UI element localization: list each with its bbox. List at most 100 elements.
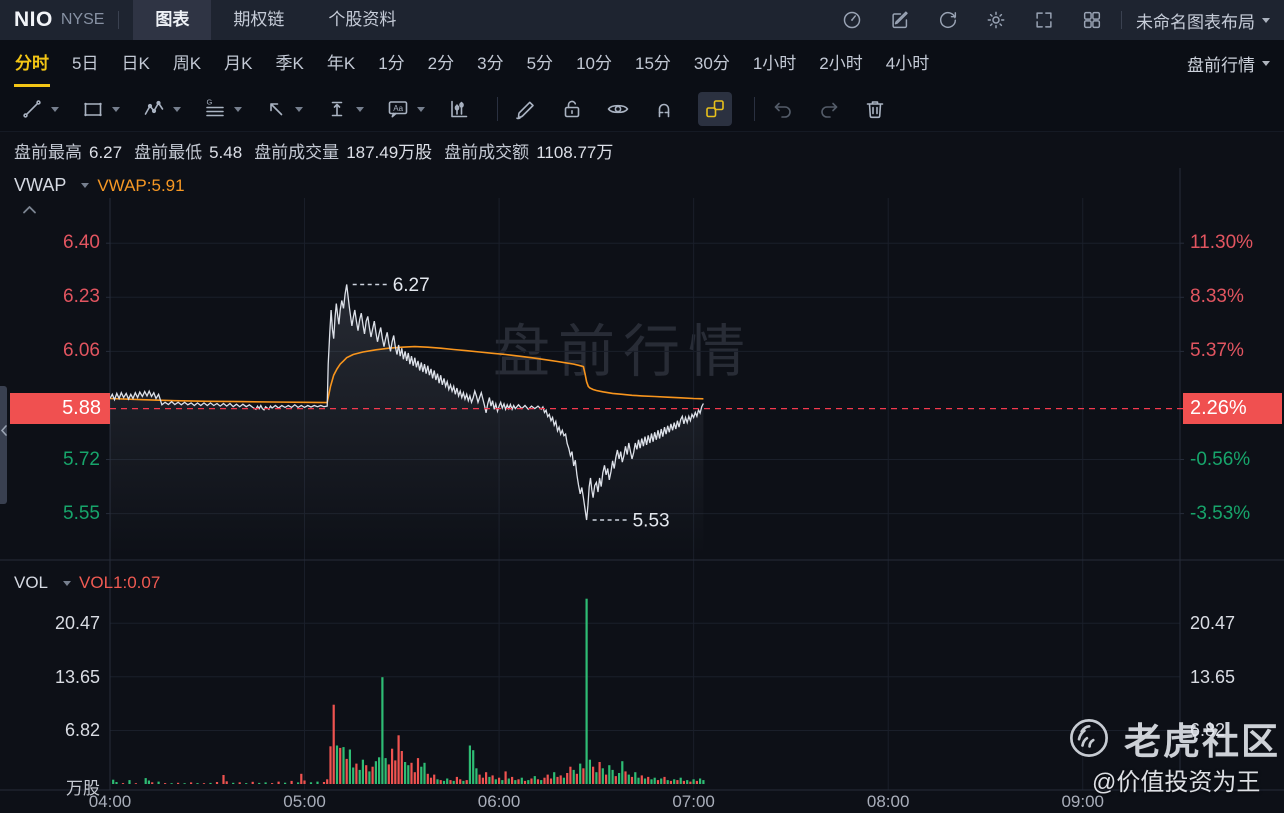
left-drawer-handle[interactable] bbox=[0, 386, 7, 504]
vol-label[interactable]: VOL bbox=[14, 573, 49, 592]
timeframe-item[interactable]: 年K bbox=[326, 54, 356, 73]
fullscreen-icon[interactable] bbox=[1033, 9, 1055, 31]
edit-layout-icon[interactable] bbox=[889, 9, 911, 31]
community-watermark: 老虎社区 bbox=[1066, 711, 1280, 765]
delete-drawings-button[interactable] bbox=[863, 97, 887, 121]
community-name: 老虎社区 bbox=[1124, 721, 1280, 762]
wave-pattern-tool[interactable] bbox=[142, 97, 181, 121]
vwap-label[interactable]: VWAP bbox=[14, 175, 67, 195]
gann-icon: G bbox=[203, 97, 227, 121]
timeframe-item[interactable]: 4小时 bbox=[885, 54, 930, 73]
axis-borders bbox=[0, 168, 1284, 791]
timeframe-item[interactable]: 周K bbox=[172, 54, 202, 73]
tiger-logo-icon bbox=[1066, 715, 1112, 761]
volprofile-icon bbox=[447, 97, 471, 121]
grid-layout-icon[interactable] bbox=[1081, 9, 1103, 31]
timeframe-bar: 分时 5日 日K 周K 月K 季K 年K 1分 2分 3分 5分 10分 15分 30分 1小时 2小时 4小时… bbox=[0, 40, 1284, 88]
timeframe-item[interactable]: 2分 bbox=[427, 54, 455, 73]
trend-line-tool[interactable] bbox=[20, 97, 59, 121]
vwap-indicator-row: VWAP VWAP:5.91 bbox=[14, 175, 185, 196]
timeframe-item[interactable]: 2小时 bbox=[819, 54, 863, 73]
stat-label: 盘前最高 bbox=[14, 142, 82, 162]
timeframe-item[interactable]: 3分 bbox=[477, 54, 504, 73]
rectangle-tool[interactable] bbox=[81, 97, 120, 121]
settings-gear-icon[interactable] bbox=[985, 9, 1007, 31]
chevron-down-icon[interactable] bbox=[173, 106, 181, 112]
arrow-mark-tool[interactable] bbox=[264, 97, 303, 121]
chevron-down-icon[interactable] bbox=[112, 106, 120, 112]
redo-icon bbox=[817, 97, 841, 121]
drawing-toolbar: G Aa bbox=[0, 87, 1284, 132]
timeframe-items: 分时 5日 日K 周K 月K 季K 年K 1分 2分 3分 5分 10分 15分 30分 1小时 2小时 4小时 bbox=[14, 40, 951, 87]
eye-icon bbox=[606, 97, 630, 121]
text-note-tool[interactable]: Aa bbox=[386, 97, 425, 121]
chevron-down-icon[interactable] bbox=[81, 183, 90, 188]
annotation-label: 6.27 bbox=[393, 275, 430, 296]
stat-value: 187.49万股 bbox=[346, 142, 433, 162]
lock-icon bbox=[560, 97, 584, 121]
layout-selector[interactable]: 未命名图表布局 bbox=[1136, 8, 1270, 33]
gann-fib-tool[interactable]: G bbox=[203, 97, 242, 121]
divider bbox=[1121, 11, 1122, 29]
chevron-down-icon[interactable] bbox=[295, 106, 303, 112]
chevron-down-icon[interactable] bbox=[234, 106, 242, 112]
stat-label: 盘前成交量 bbox=[254, 142, 340, 162]
chevron-down-icon[interactable] bbox=[356, 106, 364, 112]
volume-profile-tool[interactable] bbox=[447, 97, 471, 121]
stat-item: 盘前最高 6.27 bbox=[14, 138, 122, 163]
timeframe-item[interactable]: 月K bbox=[224, 54, 253, 73]
link-intervals-tool[interactable] bbox=[698, 92, 732, 126]
chevron-down-icon[interactable] bbox=[51, 106, 59, 112]
pencil-draw-tool[interactable] bbox=[514, 97, 538, 121]
chevron-left-icon[interactable] bbox=[0, 424, 8, 442]
timeframe-item[interactable]: 10分 bbox=[576, 54, 612, 73]
timeframe-item[interactable]: 1小时 bbox=[752, 54, 797, 73]
timeframe-item[interactable]: 日K bbox=[121, 54, 150, 73]
chevron-down-icon bbox=[1262, 61, 1270, 66]
session-label: 盘前行情 bbox=[1187, 56, 1255, 75]
timeframe-item[interactable]: 15分 bbox=[634, 54, 671, 73]
header-right: 未命名图表布局 bbox=[841, 8, 1270, 33]
price-range-tool[interactable] bbox=[325, 97, 364, 121]
pane-watermark: 盘前行情 bbox=[493, 320, 753, 384]
price-area bbox=[110, 284, 704, 555]
text-icon: Aa bbox=[386, 97, 410, 121]
chevron-down-icon[interactable] bbox=[63, 580, 72, 586]
timeframe-item[interactable]: 5分 bbox=[526, 54, 554, 73]
timeframe-item[interactable]: 分时 bbox=[14, 40, 50, 87]
magnet-mode-tool[interactable] bbox=[652, 97, 676, 121]
vwap-value: VWAP:5.91 bbox=[97, 175, 185, 195]
wave-icon bbox=[142, 97, 166, 121]
stat-label: 盘前最低 bbox=[134, 142, 203, 162]
undo-button[interactable] bbox=[771, 97, 795, 121]
chevron-down-icon bbox=[1262, 17, 1270, 23]
refresh-icon[interactable] bbox=[937, 9, 959, 31]
tab-chart[interactable]: 图表 bbox=[133, 0, 212, 40]
pencil-icon bbox=[514, 97, 538, 121]
trendline-icon bbox=[20, 97, 44, 121]
toolbar-divider bbox=[754, 97, 755, 121]
magnet-icon bbox=[652, 97, 676, 121]
tab-option-chain[interactable]: 期权链 bbox=[233, 10, 285, 29]
timeframe-item[interactable]: 30分 bbox=[693, 54, 730, 73]
vol-indicator-row: VOL VOL1:0.07 bbox=[14, 573, 160, 593]
svg-text:G: G bbox=[207, 98, 213, 107]
symbol-label: NIO bbox=[14, 8, 53, 31]
toolbar-divider bbox=[497, 97, 498, 121]
redo-button[interactable] bbox=[817, 97, 841, 121]
chevron-down-icon[interactable] bbox=[417, 106, 425, 112]
timeframe-item[interactable]: 5日 bbox=[72, 54, 99, 73]
speed-gauge-icon[interactable] bbox=[841, 9, 863, 31]
unlock-drawings-tool[interactable] bbox=[560, 97, 584, 121]
tab-stock-info[interactable]: 个股资料 bbox=[328, 10, 397, 29]
session-selector[interactable]: 盘前行情 bbox=[1187, 51, 1270, 76]
volume-bars bbox=[112, 598, 705, 784]
divider bbox=[118, 11, 120, 29]
timeframe-item[interactable]: 季K bbox=[275, 54, 304, 73]
vol-value: VOL1:0.07 bbox=[79, 573, 161, 592]
collapse-pane-icon[interactable] bbox=[21, 203, 38, 221]
visibility-eye-tool[interactable] bbox=[606, 97, 630, 121]
timeframe-item[interactable]: 1分 bbox=[378, 54, 405, 73]
chart-canvas[interactable]: 6.27 5.53 bbox=[0, 168, 1284, 813]
